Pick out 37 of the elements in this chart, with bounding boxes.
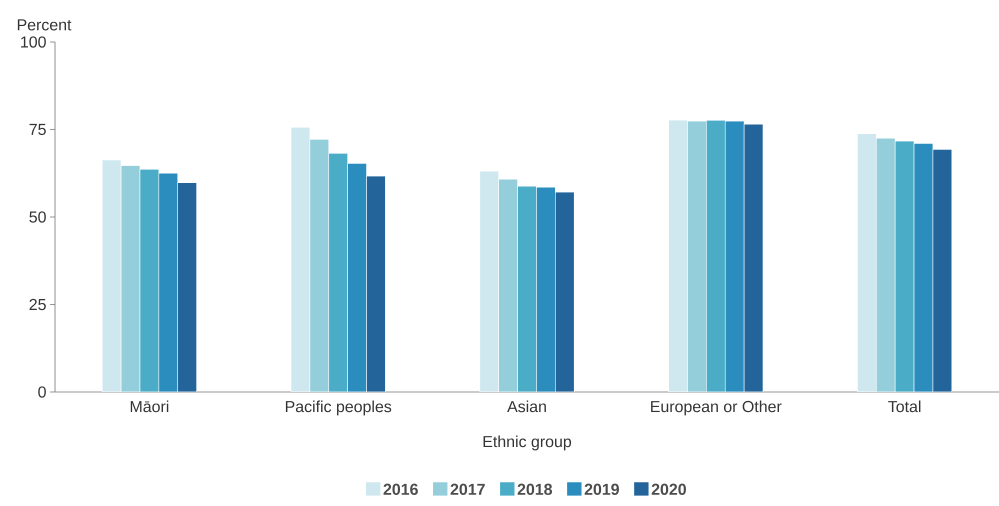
x-tick-label: Māori: [130, 400, 168, 412]
bar: [857, 133, 877, 392]
bar: [536, 186, 556, 392]
legend-label: 2017: [450, 484, 485, 495]
bar: [120, 165, 140, 392]
y-tick-label: 75: [30, 124, 46, 136]
bar: [366, 176, 386, 392]
x-tick-label: Pacific peoples: [286, 400, 392, 416]
bar: [498, 178, 518, 392]
bar: [744, 124, 764, 392]
bar: [290, 127, 310, 392]
x-tick-label: Asian: [507, 400, 546, 412]
bar: [914, 143, 934, 392]
bar: [876, 138, 896, 392]
bar: [310, 138, 330, 392]
y-tick-label: 50: [29, 211, 46, 223]
bar: [347, 163, 367, 392]
bar: [687, 120, 707, 392]
y-tick-label: 0: [38, 386, 46, 398]
legend-label: 2019: [584, 484, 619, 495]
bar: [177, 182, 197, 392]
bar: [555, 192, 575, 392]
bar: [724, 120, 744, 392]
x-tick-label: European or Other: [651, 400, 782, 416]
bar: [158, 172, 178, 392]
bar: [932, 149, 952, 392]
legend-label: 2018: [518, 484, 552, 495]
y-tick-label: 100: [21, 36, 46, 48]
legend-label: 2020: [652, 484, 686, 495]
x-tick-label: Total: [888, 400, 920, 412]
bar: [668, 120, 688, 392]
bar: [102, 160, 122, 392]
y-tick-label: 25: [30, 298, 46, 310]
y-axis-title: Percent: [18, 19, 72, 30]
bar: [480, 170, 499, 392]
x-axis-title: Ethnic group: [484, 436, 572, 450]
legend-label: 2016: [384, 484, 418, 495]
